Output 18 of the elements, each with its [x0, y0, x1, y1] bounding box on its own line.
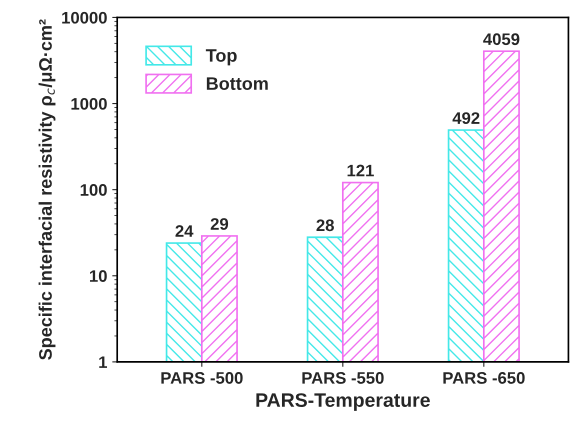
y-tick-label: 10	[90, 270, 107, 282]
y-tick-label: 100	[80, 184, 107, 196]
data-label: 29	[210, 218, 228, 230]
y-tick-label: 1000	[71, 98, 107, 110]
legend-label: Bottom	[206, 77, 268, 90]
data-label: 28	[316, 219, 334, 232]
legend-label: Top	[206, 49, 237, 66]
x-tick-label: PARS -550	[302, 372, 384, 384]
x-tick-label: PARS -500	[161, 372, 243, 384]
y-axis-title: Specific interfacial resistivity ρ$_{c}$/μΩ·cm²	[38, 19, 56, 360]
y-tick-label: 10000	[62, 12, 107, 24]
x-axis-title: PARS-Temperature	[256, 393, 430, 411]
y-tick-label: 1	[99, 356, 108, 368]
data-label: 24	[175, 225, 194, 237]
x-tick-label: PARS -650	[443, 372, 525, 384]
data-label: 492	[452, 112, 480, 124]
data-label: 4059	[483, 33, 520, 46]
data-label: 121	[348, 164, 374, 176]
